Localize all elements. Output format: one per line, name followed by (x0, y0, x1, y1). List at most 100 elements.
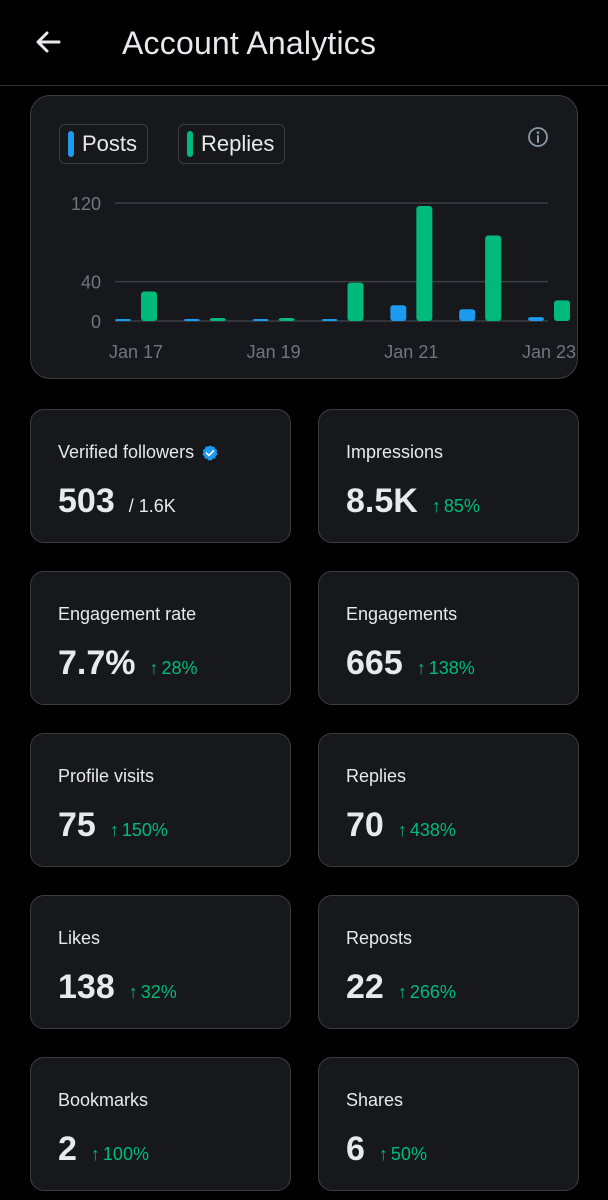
bar-posts-jan-21[interactable] (390, 305, 407, 321)
activity-chart-card: 0 40 120 Jan 17 Jan 19 Jan 21 Jan 23 Posts Rep… (30, 95, 578, 379)
stat-number: 75 (58, 806, 96, 844)
legend-replies-label: Replies (201, 131, 275, 156)
back-button[interactable] (28, 22, 68, 62)
arrow-up-icon: ↑ (128, 982, 138, 1002)
arrow-left-icon (36, 31, 61, 53)
verified-badge-icon (202, 444, 218, 461)
stat-label: Bookmarks (58, 1090, 148, 1111)
bar-posts-jan-20[interactable] (321, 319, 338, 321)
x-tick-label: Jan 17 (109, 342, 163, 362)
stat-value-row: 75 ↑ 150% (58, 806, 168, 845)
stat-change: ↑ 438% (398, 820, 456, 841)
info-icon[interactable] (527, 126, 549, 148)
stat-card-replies[interactable]: Replies 70 ↑ 438% (318, 733, 579, 867)
arrow-up-icon: ↑ (378, 1144, 388, 1164)
replies-swatch (187, 131, 193, 157)
arrow-up-icon: ↑ (90, 1144, 100, 1164)
y-tick-label: 40 (81, 273, 101, 293)
bar-replies-jan-19[interactable] (278, 318, 295, 321)
bar-posts-jan-17[interactable] (115, 319, 131, 321)
stat-label: Shares (346, 1090, 403, 1111)
stat-change-value: 28% (161, 658, 198, 678)
stat-value-row: 22 ↑ 266% (346, 968, 456, 1007)
top-bar: Account Analytics (0, 0, 608, 86)
arrow-up-icon: ↑ (109, 820, 119, 840)
bar-replies-jan-20[interactable] (347, 282, 364, 321)
stat-number: 22 (346, 968, 384, 1006)
stat-label: Engagement rate (58, 604, 196, 625)
legend-posts-label: Posts (82, 131, 138, 156)
stat-label-text: Bookmarks (58, 1090, 149, 1110)
bar-replies-jan-17[interactable] (141, 291, 157, 322)
y-tick-label: 120 (71, 194, 101, 214)
stat-number: 2 (58, 1130, 77, 1168)
stat-label: Profile visits (58, 766, 154, 787)
stat-change: ↑ 32% (129, 982, 177, 1003)
bar-posts-jan-18[interactable] (183, 319, 200, 321)
activity-chart: 0 40 120 Jan 17 Jan 19 Jan 21 Jan 23 (71, 194, 576, 362)
stat-label: Verified followers (58, 442, 219, 463)
stat-change: ↑ 100% (91, 1144, 149, 1165)
stat-label: Engagements (346, 604, 457, 625)
bar-posts-jan-23[interactable] (528, 317, 544, 321)
stat-number: 503 (58, 482, 115, 520)
bar-replies-jan-23[interactable] (554, 300, 570, 321)
bar-posts-jan-22[interactable] (459, 309, 476, 321)
stat-card-engagements[interactable]: Engagements 665 ↑ 138% (318, 571, 579, 705)
stat-value-row: 8.5K ↑ 85% (346, 482, 480, 521)
stat-total: / 1.6K (128, 496, 176, 516)
stat-value-row: 6 ↑ 50% (346, 1130, 427, 1169)
stat-number: 8.5K (346, 482, 418, 520)
arrow-up-icon: ↑ (431, 496, 441, 516)
x-tick-label: Jan 23 (522, 342, 576, 362)
stat-value-row: 665 ↑ 138% (346, 644, 475, 683)
stat-card-engagement-rate[interactable]: Engagement rate 7.7% ↑ 28% (30, 571, 291, 705)
stat-label-text: Impressions (346, 442, 444, 462)
arrow-up-icon: ↑ (416, 658, 426, 678)
stat-label-text: Likes (58, 928, 101, 948)
stat-card-reposts[interactable]: Reposts 22 ↑ 266% (318, 895, 579, 1029)
legend-posts[interactable]: Posts (59, 124, 149, 164)
stat-label-text: Verified followers (58, 442, 195, 462)
arrow-up-icon: ↑ (397, 820, 407, 840)
arrow-up-icon: ↑ (397, 982, 407, 1002)
stat-change-value: 266% (409, 982, 456, 1002)
bar-posts-jan-19[interactable] (252, 319, 269, 321)
stat-change: ↑ 50% (379, 1144, 427, 1165)
stat-value-row: 7.7% ↑ 28% (58, 644, 198, 683)
stat-card-impressions[interactable]: Impressions 8.5K ↑ 85% (318, 409, 579, 543)
stat-number: 6 (346, 1130, 365, 1168)
stat-card-verified-followers[interactable]: Verified followers 503 / 1.6K (30, 409, 291, 543)
stat-change-value: 438% (409, 820, 456, 840)
stat-label-text: Replies (346, 766, 407, 786)
stat-label-text: Shares (346, 1090, 404, 1110)
stat-number: 665 (346, 644, 403, 682)
stat-change-value: 100% (102, 1144, 149, 1164)
stat-value-row: 138 ↑ 32% (58, 968, 177, 1007)
stat-card-likes[interactable]: Likes 138 ↑ 32% (30, 895, 291, 1029)
stat-change-value: 150% (121, 820, 168, 840)
x-tick-label: Jan 19 (247, 342, 301, 362)
stat-card-profile-visits[interactable]: Profile visits 75 ↑ 150% (30, 733, 291, 867)
stat-card-bookmarks[interactable]: Bookmarks 2 ↑ 100% (30, 1057, 291, 1191)
stat-change: ↑ 266% (398, 982, 456, 1003)
stat-change: ↑ 85% (432, 496, 480, 517)
stat-label: Reposts (346, 928, 412, 949)
y-tick-label: 0 (91, 312, 101, 332)
stat-label: Impressions (346, 442, 443, 463)
stat-value-row: 503 / 1.6K (58, 482, 176, 521)
stat-label-text: Engagement rate (58, 604, 197, 624)
stat-label: Replies (346, 766, 406, 787)
page-title: Account Analytics (122, 25, 377, 61)
arrow-up-icon: ↑ (149, 658, 159, 678)
posts-swatch (68, 131, 74, 157)
stat-number: 138 (58, 968, 115, 1006)
stat-change-value: 50% (390, 1144, 427, 1164)
bar-replies-jan-21[interactable] (416, 205, 433, 321)
bar-replies-jan-22[interactable] (485, 235, 502, 321)
stat-change-value: 85% (443, 496, 480, 516)
stat-number: 7.7% (58, 644, 136, 682)
stat-card-shares[interactable]: Shares 6 ↑ 50% (318, 1057, 579, 1191)
bar-replies-jan-18[interactable] (209, 318, 226, 321)
legend-replies[interactable]: Replies (178, 124, 286, 164)
